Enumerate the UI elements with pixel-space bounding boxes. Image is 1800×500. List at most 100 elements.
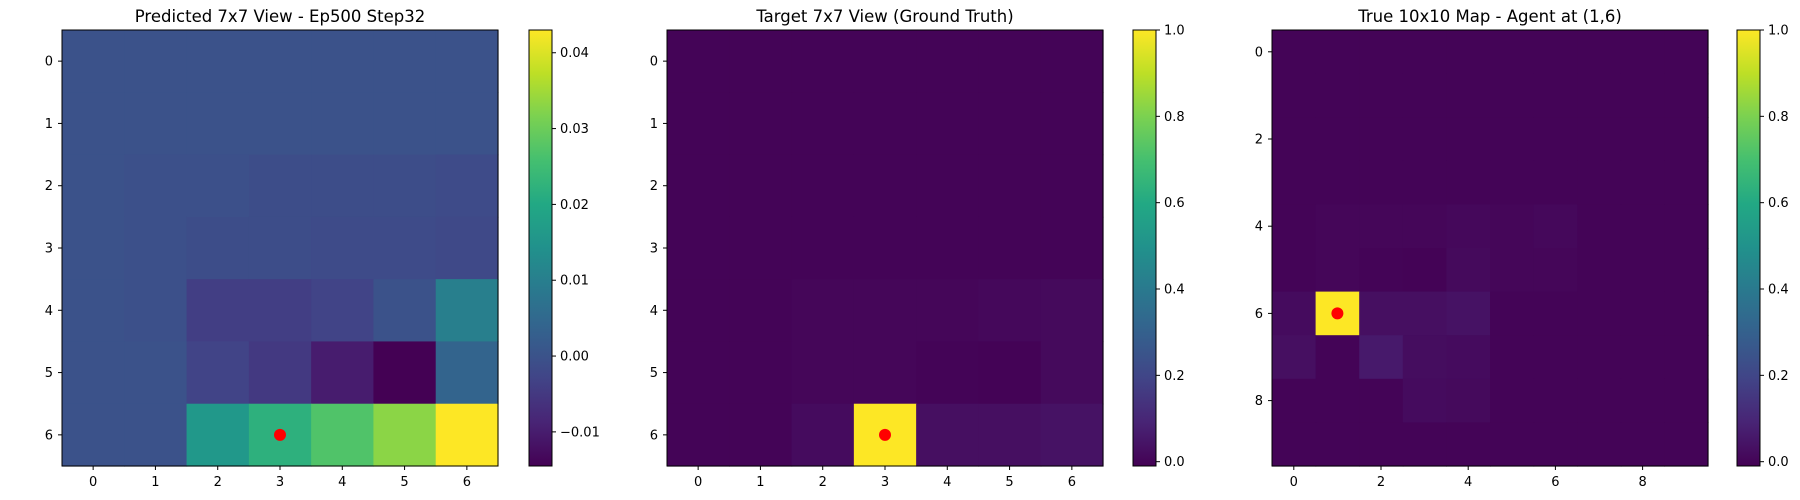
heatmap-cell: [1664, 422, 1709, 467]
heatmap-cell: [1577, 117, 1622, 162]
heatmap-cell: [373, 30, 437, 93]
heatmap-cell: [1620, 30, 1665, 75]
heatmap-cell: [978, 279, 1042, 343]
heatmap-cell: [1359, 204, 1404, 249]
heatmap-cell: [311, 92, 375, 156]
heatmap-cell: [667, 92, 730, 156]
heatmap-cell: [373, 92, 437, 156]
heatmap-cell: [1490, 378, 1535, 423]
heatmap-cell: [729, 216, 793, 280]
heatmap-cell: [248, 30, 312, 93]
x-tick-label: 6: [1068, 475, 1076, 490]
heatmap-cell: [1577, 291, 1622, 336]
y-tick-label: 1: [650, 117, 658, 132]
heatmap-cell: [62, 92, 125, 156]
heatmap-cell: [729, 92, 793, 156]
heatmap-cell: [1402, 73, 1447, 118]
heatmap-cell: [1577, 422, 1622, 467]
y-tick-label: 4: [1255, 220, 1263, 235]
y-tick-label: 2: [650, 179, 658, 194]
heatmap-cell: [248, 92, 312, 156]
heatmap-cell: [791, 216, 855, 280]
heatmap-cell: [853, 216, 917, 280]
heatmap-cell: [1533, 30, 1578, 75]
heatmap-cell: [1315, 204, 1360, 249]
heatmap-cell: [978, 341, 1042, 405]
heatmap-cell: [186, 30, 250, 93]
heatmap-cell: [978, 30, 1042, 93]
heatmap-cell: [311, 30, 375, 93]
heatmap-cell: [1490, 335, 1535, 380]
heatmap-cell: [1446, 30, 1491, 75]
heatmap-cell: [1315, 248, 1360, 293]
y-tick-label: 3: [45, 242, 53, 257]
heatmap-cell: [1315, 73, 1360, 118]
heatmap-cell: [1490, 160, 1535, 205]
heatmap-cell: [1402, 422, 1447, 467]
heatmap-cell: [1490, 204, 1535, 249]
heatmap-cell: [1664, 378, 1709, 423]
x-tick-label: 3: [881, 475, 889, 490]
y-tick-label: 0: [45, 55, 53, 70]
heatmap-cell: [978, 216, 1042, 280]
x-tick-label: 0: [694, 475, 702, 490]
heatmap-cell: [124, 30, 188, 93]
heatmap-cell: [1359, 291, 1404, 336]
heatmap-cell: [124, 403, 188, 467]
heatmap-cell: [1359, 378, 1404, 423]
y-tick-label: 5: [45, 366, 53, 381]
heatmap-cell: [1533, 378, 1578, 423]
heatmap-cell: [1315, 160, 1360, 205]
panel-2: Target 7x7 View (Ground Truth) 0 1 2 3 4 5 6 0 1 2…: [650, 7, 1185, 490]
heatmap-cell: [1490, 117, 1535, 162]
colorbar-tick-label: 0.01: [560, 274, 589, 289]
heatmap-cell: [1040, 403, 1104, 467]
colorbar-tick-label: 0.4: [1164, 283, 1185, 298]
heatmap-cell: [1040, 279, 1104, 343]
heatmap-cell: [1402, 117, 1447, 162]
heatmap-cell: [916, 154, 980, 218]
heatmap-cell: [1402, 291, 1447, 336]
heatmap-cell: [1577, 160, 1622, 205]
heatmap-cell: [1315, 335, 1360, 380]
heatmap-cell: [1272, 248, 1317, 293]
heatmap-cell: [186, 92, 250, 156]
heatmap-cell: [1040, 30, 1104, 93]
heatmap-cell: [1446, 291, 1491, 336]
x-tick-label: 6: [463, 475, 471, 490]
heatmap-cell: [667, 279, 730, 343]
heatmap-cell: [1533, 248, 1578, 293]
heatmap-cell: [916, 216, 980, 280]
heatmap-cell: [1315, 117, 1360, 162]
heatmap-cell: [62, 279, 125, 343]
heatmap-cell: [853, 279, 917, 343]
heatmap-cell: [1359, 73, 1404, 118]
colorbar-tick-label: 1.0: [1164, 24, 1185, 39]
heatmap-cell: [978, 403, 1042, 467]
x-tick-label: 8: [1638, 475, 1646, 490]
colorbar-tick-label: 0.00: [560, 350, 589, 365]
heatmap-cell: [1402, 160, 1447, 205]
heatmap-cell: [1272, 117, 1317, 162]
heatmap-cell: [373, 341, 437, 405]
heatmap-cell: [1446, 73, 1491, 118]
heatmap-cell: [1577, 30, 1622, 75]
heatmap-cell: [1446, 204, 1491, 249]
heatmap-cell: [373, 216, 437, 280]
heatmap-cell: [1040, 216, 1104, 280]
heatmap-cell: [1664, 204, 1709, 249]
heatmap-cell: [311, 403, 375, 467]
heatmap-cell: [1402, 335, 1447, 380]
heatmap-cell: [373, 403, 437, 467]
heatmap-cell: [791, 154, 855, 218]
colorbar-tick-label: 0.04: [560, 46, 589, 61]
heatmap-cell: [853, 30, 917, 93]
heatmap-cell: [1446, 160, 1491, 205]
x-tick-label: 4: [338, 475, 346, 490]
colorbar-tick-label: 0.03: [560, 122, 589, 137]
heatmap-cell: [1402, 204, 1447, 249]
colorbar-tick-label: 0.2: [1164, 369, 1185, 384]
heatmap-cell: [248, 279, 312, 343]
heatmap-cell: [1402, 248, 1447, 293]
heatmap-cell: [1577, 378, 1622, 423]
